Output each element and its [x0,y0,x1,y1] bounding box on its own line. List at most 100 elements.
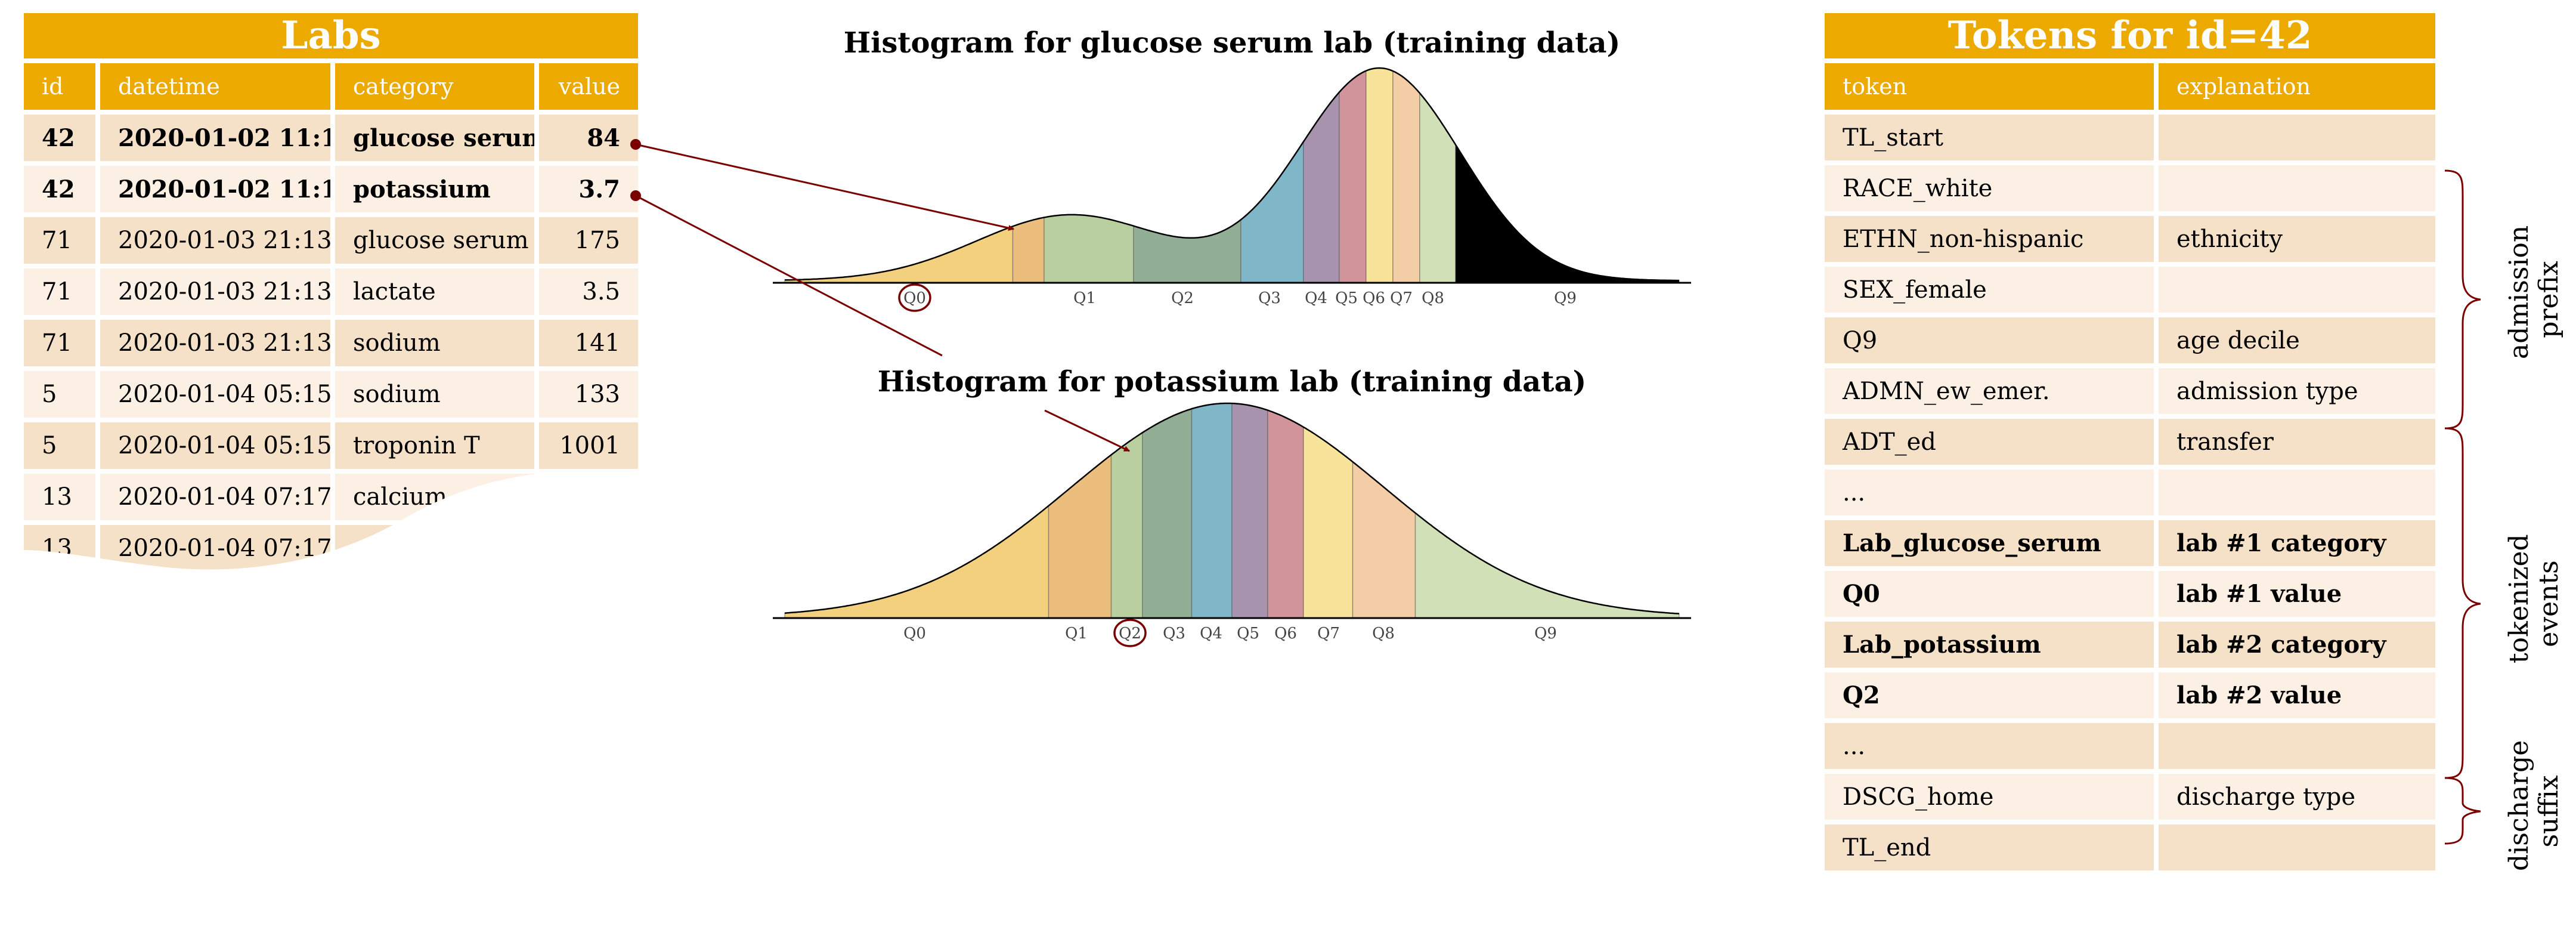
labs-cell-category: troponin T [335,422,534,469]
tokenized-events-label: tokenized events [2504,534,2564,663]
tokens-table-body: TL_start RACE_white ETHN_non-hispanic ethni… [1825,115,2435,870]
glucose-histogram-title: Histogram for glucose serum lab (trainin… [843,26,1621,60]
histogram-label-Q0: Q0 [903,625,926,643]
tokens-row: TL_start [1825,115,2435,160]
tokens-cell-token: ADMN_ew_emer. [1825,368,2154,414]
histogram-bin-Q5 [1231,403,1268,619]
labs-cell-id: 71 [24,268,95,315]
histogram-label-Q3: Q3 [1163,625,1185,643]
histogram-label-Q2: Q2 [1171,289,1194,307]
tokens-cell-token: TL_start [1825,115,2154,160]
labs-cell-id: 5 [24,422,95,469]
labs-cell-datetime: 2020-01-04 05:15 [100,371,330,418]
histogram-bin-Q0 [784,505,1049,619]
tokens-row: TL_end [1825,824,2435,870]
labs-cell-datetime: 2020-01-02 11:15 [100,115,330,161]
admission-label-line1: admission [2504,225,2534,359]
histogram-curve [784,67,1679,282]
selected-bin-circle [1113,619,1147,647]
histogram-label-Q8: Q8 [1422,289,1444,307]
tokens-row: Lab_glucose_serum lab #1 category [1825,520,2435,566]
histogram-label-Q5: Q5 [1237,625,1259,643]
labs-row: 71 2020-01-03 21:13 lactate 3.5 [24,268,638,315]
tokens-cell-token: ... [1825,723,2154,769]
tokens-cell-explanation: ethnicity [2159,216,2435,262]
labs-header-id: id [24,63,95,110]
labs-cell-datetime: 2020-01-03 21:13 [100,320,330,366]
histogram-bin-Q6 [1267,409,1304,619]
events-label-line1: tokenized [2504,534,2534,663]
tokens-row: ADT_ed transfer [1825,419,2435,465]
events-label-line2: events [2534,560,2564,647]
tokens-row: Q2 lab #2 value [1825,672,2435,718]
potassium-arrow-part2 [1044,409,1130,452]
labs-cell-id: 13 [24,474,95,520]
glucose-histogram: Q0 Q1 Q2 Q3 Q4 Q5 Q6 Q7 Q8 Q9 [773,67,1691,312]
tokens-cell-explanation: admission type [2159,368,2435,414]
histogram-label-Q3: Q3 [1258,289,1281,307]
histogram-label-Q5: Q5 [1335,289,1358,307]
tokens-cell-token: Lab_potassium [1825,622,2154,668]
labs-cell-value: 175 [539,217,638,264]
tokens-cell-explanation: lab #2 category [2159,622,2435,668]
tokens-cell-explanation: transfer [2159,419,2435,465]
histogram-label-Q9: Q9 [1554,289,1577,307]
labs-cell-value: 1001 [539,422,638,469]
labs-cell-value: 141 [539,320,638,366]
discharge-brace [2444,777,2481,845]
histogram-bin-Q3 [1133,218,1241,283]
tokens-row: ... [1825,723,2435,769]
histogram-label-Q2: Q2 [1119,625,1141,643]
labs-cell-category: glucose serum [335,115,534,161]
admission-label-line2: prefix [2534,261,2564,338]
labs-row: 71 2020-01-03 21:13 glucose serum 175 [24,217,638,264]
tokens-cell-token: SEX_female [1825,267,2154,313]
tokens-cell-explanation [2159,824,2435,870]
tokens-cell-explanation: lab #1 value [2159,571,2435,617]
histogram-bin-Q4 [1191,403,1233,619]
labs-cell-datetime: 2020-01-03 21:13 [100,268,330,315]
tokens-cell-token: Q9 [1825,317,2154,363]
labs-cell-id: 42 [24,115,95,161]
labs-header-datetime: datetime [100,63,330,110]
histogram-label-Q0: Q0 [903,289,926,307]
tokens-row: Q9 age decile [1825,317,2435,363]
histogram-bin-Q5 [1303,91,1340,283]
tokens-table-title: Tokens for id=42 [1825,13,2435,58]
potassium-histogram: Q0 Q1 Q2 Q3 Q4 Q5 Q6 Q7 Q8 Q9 [773,402,1691,647]
labs-cell-value: 133 [539,371,638,418]
tokens-cell-explanation: discharge type [2159,774,2435,820]
histogram-bin-Q3 [1142,408,1193,619]
histogram-curve [784,402,1680,614]
labs-table-title: Labs [24,13,638,58]
discharge-suffix-label: discharge suffix [2504,740,2564,871]
histogram-bin-Q1 [1012,217,1045,283]
tokens-header-explanation: explanation [2159,63,2435,110]
histogram-label-Q1: Q1 [1073,289,1096,307]
tokens-cell-token: ETHN_non-hispanic [1825,216,2154,262]
histogram-bin-Q6 [1339,70,1367,283]
labs-cell-value: 3.7 [539,166,638,212]
histogram-bin-undefined [1455,143,1680,283]
tokens-cell-explanation: lab #2 value [2159,672,2435,718]
tokens-cell-token: TL_end [1825,824,2154,870]
admission-brace [2444,169,2481,430]
labs-cell-category: glucose serum [335,217,534,264]
histogram-label-Q6: Q6 [1274,625,1297,643]
labs-cell-value: 3.5 [539,268,638,315]
labs-table: Labs id datetime category value 42 2020-0… [24,13,638,610]
labs-table-header: id datetime category value [24,63,638,110]
admission-prefix-label: admission prefix [2504,225,2564,359]
tokens-cell-explanation: age decile [2159,317,2435,363]
histogram-label-Q8: Q8 [1372,625,1395,643]
tokens-cell-explanation [2159,165,2435,211]
tokens-row: Lab_potassium lab #2 category [1825,622,2435,668]
histogram-label-Q4: Q4 [1200,625,1222,643]
tokens-cell-token: Q0 [1825,571,2154,617]
labs-header-category: category [335,63,534,110]
tokens-cell-token: ... [1825,470,2154,515]
selected-bin-circle [898,283,931,312]
events-brace [2444,427,2481,779]
